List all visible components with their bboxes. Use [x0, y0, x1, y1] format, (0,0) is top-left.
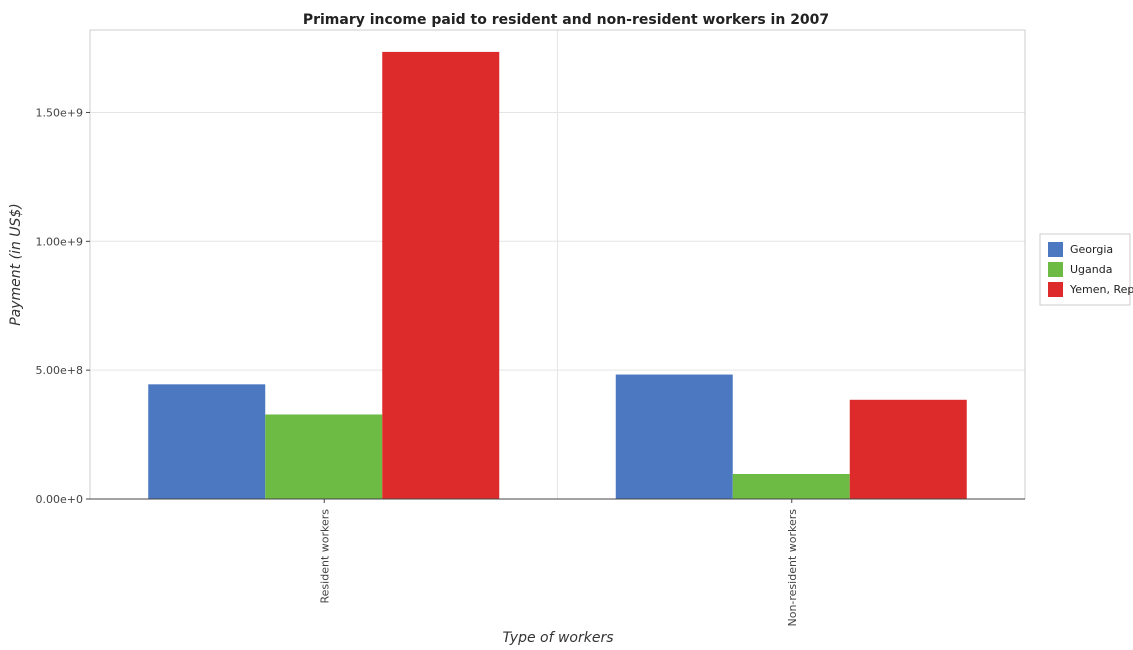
legend-label: Yemen, Rep.: [1069, 283, 1133, 296]
bar: [148, 384, 266, 499]
y-tick-label: 0.00e+0: [36, 493, 83, 506]
bar: [382, 51, 500, 500]
y-axis-ticks: 0.00e+0 5.00e+8 1.00e+9 1.50e+9: [36, 106, 90, 506]
y-tick-label: 5.00e+8: [36, 364, 83, 377]
bar: [615, 374, 733, 499]
legend-swatch: [1048, 282, 1063, 297]
legend-swatch: [1048, 262, 1063, 277]
x-axis-label: Type of workers: [502, 630, 613, 646]
y-tick-label: 1.50e+9: [36, 106, 83, 119]
y-axis-label: Payment (in US$): [8, 203, 24, 326]
x-tick-label: Resident workers: [318, 509, 331, 604]
x-tick-label: Non-resident workers: [786, 509, 799, 627]
legend-label: Uganda: [1070, 263, 1112, 276]
chart-title: Primary income paid to resident and non-…: [303, 12, 829, 28]
bar: [732, 474, 850, 499]
legend-label: Georgia: [1070, 243, 1113, 256]
bar: [849, 399, 967, 499]
legend: Georgia Uganda Yemen, Rep.: [1039, 233, 1133, 306]
bar: [265, 414, 383, 499]
y-tick-label: 1.00e+9: [36, 235, 83, 248]
x-axis-ticks: Resident workers Non-resident workers: [90, 498, 1025, 627]
bars: [148, 51, 967, 500]
legend-swatch: [1048, 242, 1063, 257]
